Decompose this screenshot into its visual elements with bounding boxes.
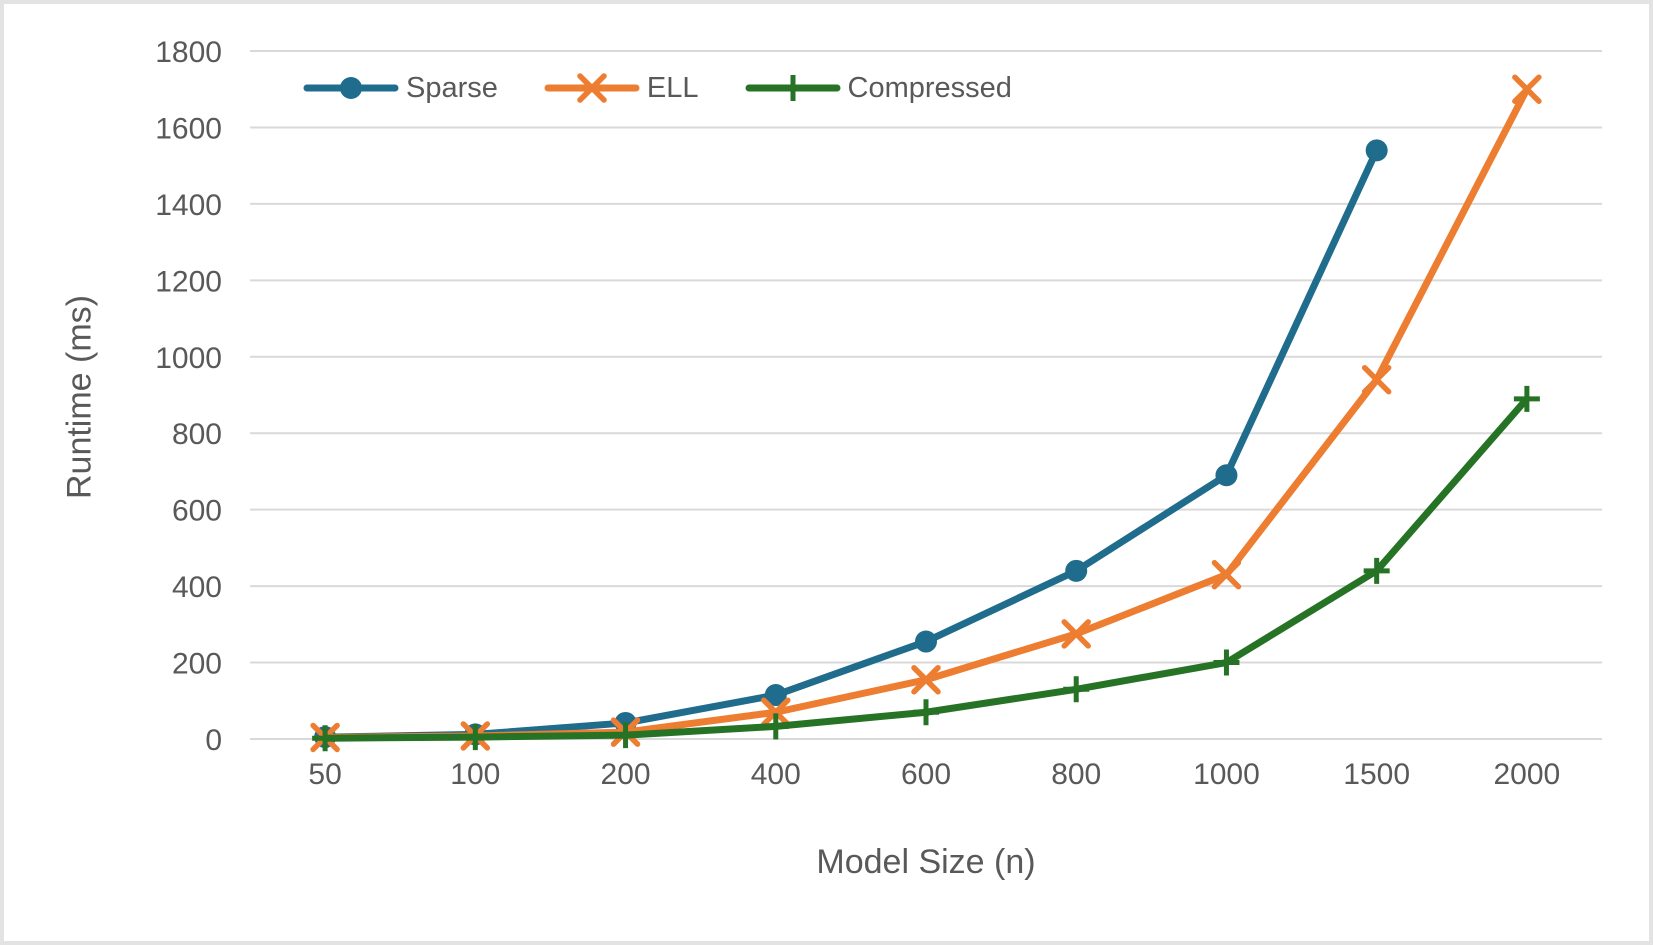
data-point-marker-circle [1065,559,1088,582]
legend-x-marker-icon [544,73,640,103]
data-point-marker-x [1361,364,1392,395]
legend-label: Sparse [406,71,498,104]
y-tick-label: 200 [172,648,222,681]
legend-label: Compressed [847,71,1012,104]
data-point-marker-plus [913,699,939,726]
y-tick-label: 1800 [155,36,222,69]
series-line [321,146,1381,741]
chart-legend: Sparse ELL Compressed [303,70,1012,106]
x-tick-label: 600 [901,758,951,791]
x-tick-label: 1000 [1193,758,1260,791]
data-point-marker-x [577,73,607,103]
data-point-marker-plus [1513,385,1540,412]
x-tick-label: 50 [308,758,341,791]
data-point-marker-x [1211,559,1242,590]
series-line [321,395,1531,742]
legend-circle-marker-icon [303,77,399,99]
y-tick-label: 600 [172,495,222,528]
data-point-marker-plus [1063,676,1090,703]
legend-item-ell: ELL [544,71,699,105]
data-point-marker-plus [312,725,339,752]
x-tick-label: 400 [751,758,801,791]
data-point-marker-x [761,697,791,727]
data-point-marker-plus [612,722,639,749]
y-tick-label: 800 [172,418,222,451]
data-point-marker-plus [762,713,789,740]
data-point-marker-plus [779,75,806,101]
data-point-marker-circle [915,630,937,653]
data-point-marker-x [911,665,941,695]
legend-label: ELL [646,71,699,104]
legend-item-sparse: Sparse [303,71,498,105]
y-axis-title: Runtime (ms) [60,294,99,500]
data-point-marker-circle [764,684,787,707]
data-point-marker-x [1061,619,1091,649]
y-tick-label: 1400 [155,189,222,222]
legend-item-compressed: Compressed [745,71,1012,105]
data-point-marker-plus [1363,557,1390,584]
x-axis-title: Model Size (n) [816,843,1036,881]
x-tick-label: 200 [601,758,651,791]
x-tick-label: 1500 [1343,758,1410,791]
y-tick-label: 1600 [155,112,222,145]
series-compressed [312,385,1540,752]
y-tick-label: 400 [172,571,222,604]
x-tick-label: 100 [450,758,500,791]
x-tick-label: 2000 [1494,758,1561,791]
y-tick-label: 1000 [155,342,222,375]
y-tick-label: 0 [205,724,222,757]
data-point-marker-plus [462,724,489,751]
data-point-marker-plus [1213,649,1240,676]
data-point-marker-circle [340,77,362,99]
data-point-marker-circle [1365,139,1388,162]
x-tick-label: 800 [1051,758,1101,791]
y-tick-label: 1200 [155,265,222,298]
data-point-marker-x [1512,74,1542,104]
legend-plus-marker-icon [745,75,840,101]
data-point-marker-circle [1215,464,1238,487]
